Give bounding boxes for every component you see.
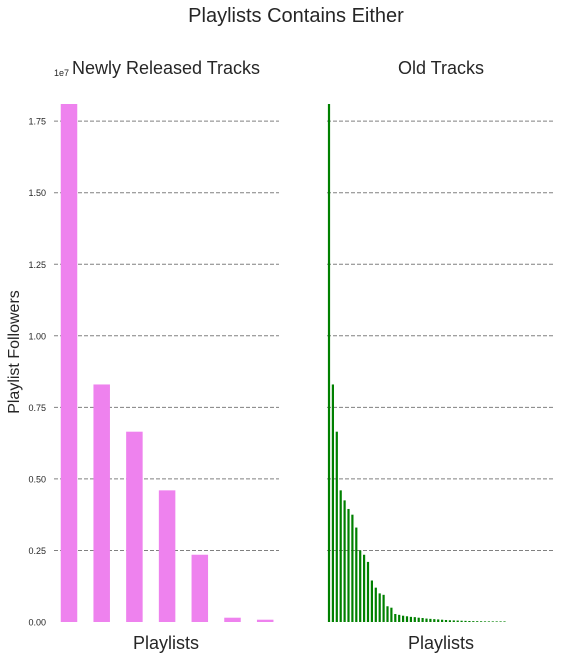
bar: [256, 619, 274, 622]
bar: [378, 593, 381, 622]
bar: [331, 384, 334, 622]
y-tick-label: 1.50: [28, 188, 46, 198]
bar: [366, 561, 370, 622]
bar: [394, 613, 397, 622]
bar: [363, 554, 366, 622]
panel-title-newly-released: Newly Released Tracks: [72, 58, 260, 78]
bar: [374, 587, 377, 622]
bar: [398, 614, 401, 622]
bar: [452, 620, 455, 622]
bar: [491, 621, 494, 622]
y-tick-label: 0.25: [28, 546, 46, 556]
bar: [93, 384, 110, 622]
bar: [339, 490, 342, 622]
bar: [421, 617, 424, 622]
bars-newly-released: [60, 104, 274, 622]
bar: [359, 550, 362, 622]
bar: [460, 620, 463, 622]
gridlines-right: [327, 120, 554, 551]
bar: [503, 621, 506, 622]
bar: [495, 621, 498, 622]
y-tick-label: 1.75: [28, 117, 46, 127]
bar: [444, 619, 448, 622]
bar: [405, 616, 409, 622]
bar: [483, 621, 487, 622]
bar: [191, 554, 209, 622]
figure-suptitle: Playlists Contains Either: [188, 5, 404, 27]
bar: [390, 607, 393, 622]
bar: [60, 104, 78, 622]
bar: [472, 621, 475, 622]
bar: [224, 617, 241, 622]
bar: [355, 527, 358, 622]
bar: [386, 606, 389, 622]
bar: [487, 621, 490, 622]
bar: [351, 514, 354, 622]
bar: [413, 617, 416, 622]
bar: [437, 619, 440, 622]
y-tick-label: 1.00: [28, 331, 46, 341]
bar: [441, 619, 444, 622]
bar: [433, 619, 436, 622]
y-tick-label: 0.75: [28, 403, 46, 413]
y-tick-label: 0.50: [28, 474, 46, 484]
bar: [476, 621, 479, 622]
bar: [425, 618, 428, 622]
bars-old-tracks: [327, 104, 506, 622]
bar: [468, 620, 471, 622]
y-tick-labels: 0.00 0.25 0.50 0.75 1.00 1.25 1.50 1.75: [28, 117, 46, 628]
bar: [327, 104, 331, 622]
x-axis-label-right: Playlists: [408, 633, 474, 653]
bar: [480, 621, 483, 622]
panel-newly-released: Newly Released Tracks 0.00 0.25 0.50 0.75 1.…: [28, 58, 279, 653]
bar: [409, 616, 412, 622]
bar: [429, 618, 432, 622]
x-axis-label-left: Playlists: [133, 633, 199, 653]
bar: [347, 508, 350, 622]
panel-title-old-tracks: Old Tracks: [398, 58, 484, 78]
y-axis-label: Playlist Followers: [6, 290, 23, 414]
bar: [464, 620, 467, 622]
bar: [402, 615, 405, 622]
offset-text: 1e7: [54, 68, 69, 78]
y-tick-label: 1.25: [28, 260, 46, 270]
bar: [448, 620, 451, 622]
bar: [417, 617, 420, 622]
gridlines-left: [54, 120, 279, 551]
bar: [343, 500, 346, 622]
bar: [126, 431, 143, 622]
bar: [456, 620, 459, 622]
bar: [158, 490, 176, 622]
bar: [499, 621, 502, 622]
bar: [335, 431, 338, 622]
y-tick-label: 0.00: [28, 618, 46, 628]
bar: [382, 594, 385, 622]
panel-old-tracks: Old Tracks Playlists: [327, 58, 554, 653]
bar: [370, 580, 373, 622]
